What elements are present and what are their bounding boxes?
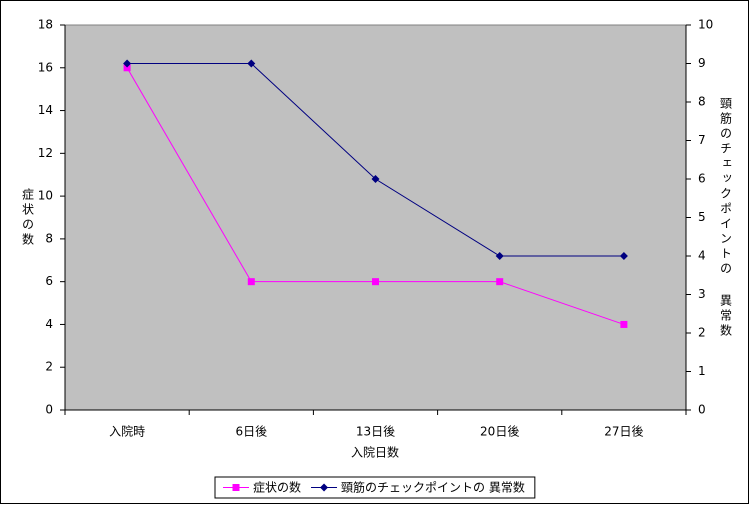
y-tick-label: 8: [45, 231, 53, 245]
y-tick-label: 4: [45, 317, 53, 331]
x-tick-label: 27日後: [604, 425, 643, 439]
y-tick-label: 0: [45, 403, 53, 417]
legend-label: 頸筋のチェックポイントの 異常数: [341, 480, 525, 495]
legend-marker: [232, 484, 240, 491]
point-marker: [495, 252, 504, 260]
y2-tick-label: 8: [698, 95, 706, 109]
point-marker: [496, 278, 504, 286]
point-marker: [372, 278, 379, 286]
x-axis-title: 入院日数: [351, 445, 399, 460]
point-marker: [619, 252, 628, 260]
y-tick-label: 2: [45, 360, 53, 374]
plot-area: [64, 24, 687, 411]
y2-tick-label: 6: [698, 172, 706, 186]
y2-tick-label: 10: [698, 18, 713, 32]
point-marker: [247, 59, 256, 68]
y-axis-title: 症状の数: [21, 187, 35, 248]
y-tick-label: 6: [45, 274, 53, 288]
y2-tick-label: 4: [698, 249, 706, 263]
y-tick-label: 16: [38, 60, 53, 74]
y2-axis-title: 頸筋のチェックポイントの 異常数: [719, 97, 733, 339]
x-tick-label: 6日後: [235, 425, 267, 439]
y2-tick-label: 7: [698, 133, 706, 147]
legend-label: 症状の数: [253, 480, 301, 495]
y2-tick-label: 0: [698, 403, 706, 417]
y2-tick-label: 5: [698, 210, 706, 224]
y2-tick-label: 2: [698, 326, 706, 340]
point-marker: [620, 320, 628, 328]
point-marker: [247, 278, 255, 286]
legend-marker: [320, 483, 329, 492]
legend: 症状の数 頸筋のチェックポイントの 異常数: [214, 476, 536, 499]
y2-tick-label: 3: [698, 287, 706, 301]
y-tick-label: 12: [38, 146, 53, 160]
y2-tick-label: 9: [698, 56, 706, 70]
point-marker: [123, 59, 132, 68]
y-tick-label: 14: [38, 103, 53, 117]
x-tick-label: 20日後: [480, 425, 519, 439]
point-marker: [371, 175, 380, 183]
x-tick-label: 13日後: [356, 425, 395, 439]
y2-tick-label: 1: [698, 364, 706, 378]
x-tick-label: 入院時: [109, 425, 145, 439]
legend-box: [214, 476, 536, 499]
y-tick-label: 10: [38, 189, 53, 203]
y-tick-label: 18: [38, 18, 53, 32]
